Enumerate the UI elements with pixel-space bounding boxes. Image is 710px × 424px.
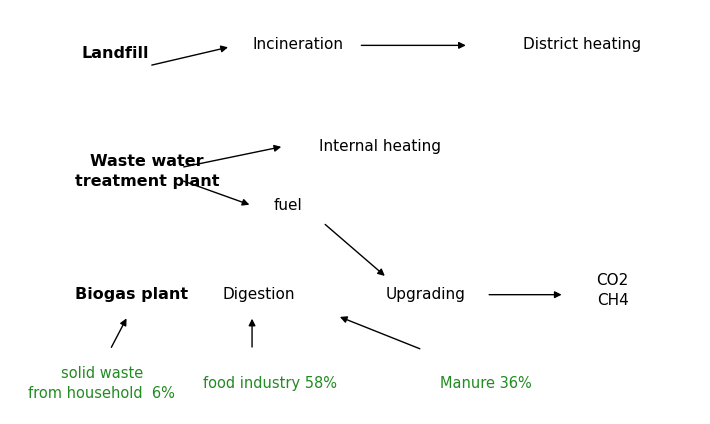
- Text: fuel: fuel: [273, 198, 302, 213]
- Text: Internal heating: Internal heating: [319, 139, 441, 154]
- Text: food industry 58%: food industry 58%: [203, 376, 337, 391]
- Text: solid waste
from household  6%: solid waste from household 6%: [28, 366, 175, 401]
- Text: Digestion: Digestion: [223, 287, 295, 302]
- Text: Landfill: Landfill: [82, 45, 149, 61]
- Text: Incineration: Incineration: [253, 37, 344, 52]
- Text: Waste water
treatment plant: Waste water treatment plant: [75, 154, 219, 189]
- Text: Manure 36%: Manure 36%: [440, 376, 532, 391]
- Text: District heating: District heating: [523, 37, 641, 52]
- Text: CO2
CH4: CO2 CH4: [596, 273, 628, 308]
- Text: Biogas plant: Biogas plant: [75, 287, 187, 302]
- Text: Upgrading: Upgrading: [386, 287, 466, 302]
